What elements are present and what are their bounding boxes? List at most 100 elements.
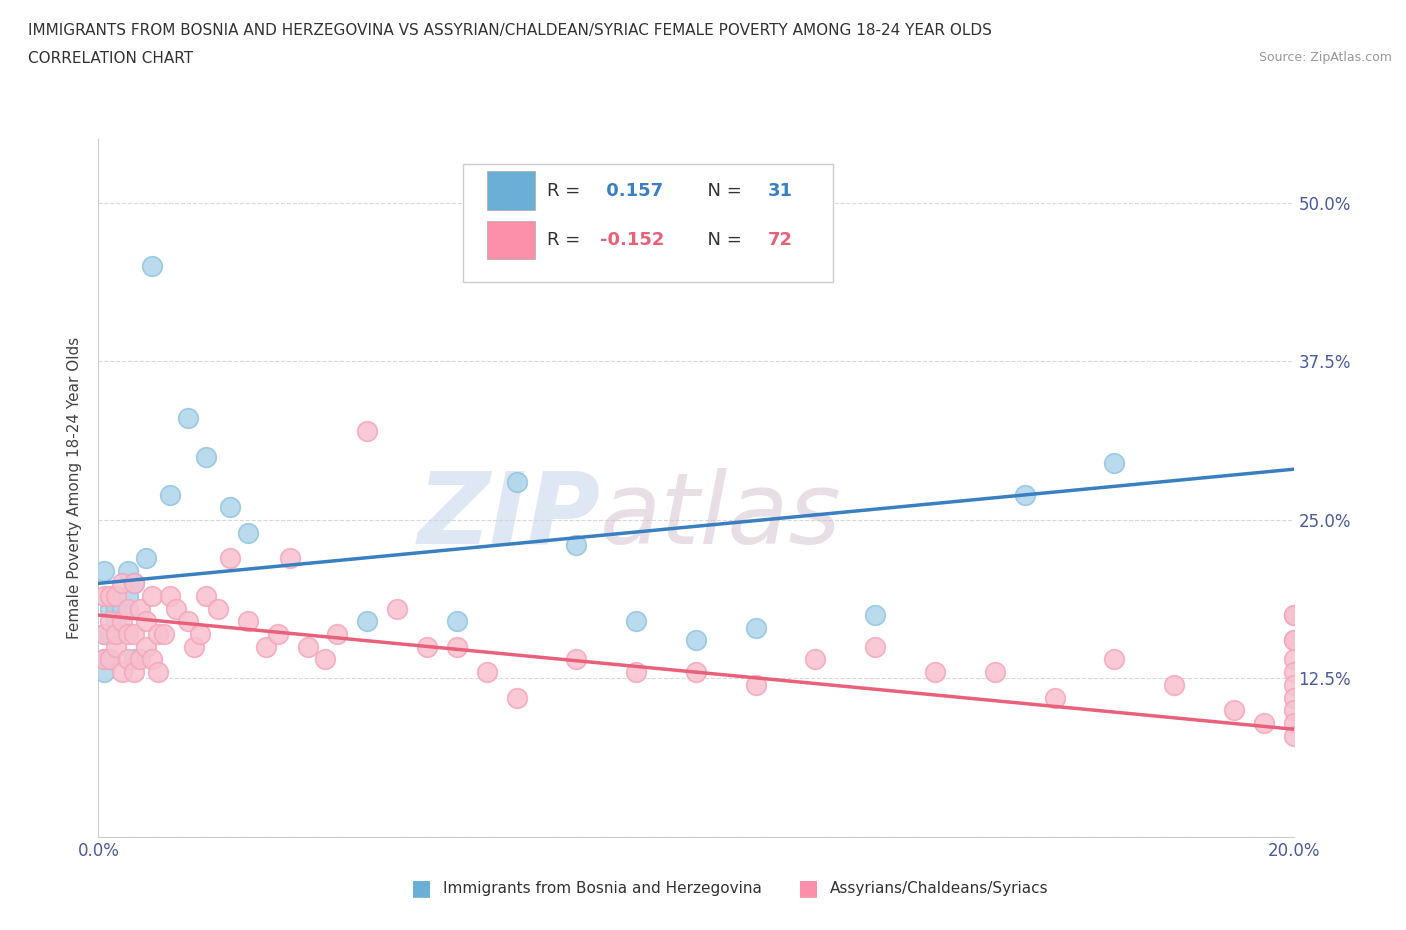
Point [207,602,229,617]
Point [254,639,277,654]
Point [1104,652,1126,667]
Point [326,627,349,642]
Text: CORRELATION CHART: CORRELATION CHART [28,51,193,66]
Point [165,602,187,617]
Point [93,652,115,667]
Point [100,652,122,667]
Point [93,652,115,667]
Point [1282,633,1305,648]
Point [105,614,128,629]
Point [446,614,468,629]
Text: ■: ■ [799,878,818,898]
Point [1282,715,1305,730]
Point [105,639,128,654]
Point [177,411,200,426]
Point [148,627,170,642]
Point [278,551,301,565]
Point [141,259,163,273]
Point [105,589,128,604]
Point [626,665,648,680]
Point [93,589,115,604]
Point [1282,690,1305,705]
Point [1253,715,1275,730]
Point [506,474,529,489]
Point [135,551,157,565]
Point [141,589,163,604]
Text: 31: 31 [768,181,793,200]
Text: Assyrians/Chaldeans/Syriacs: Assyrians/Chaldeans/Syriacs [830,881,1047,896]
Point [475,665,498,680]
Point [117,627,139,642]
Point [446,639,468,654]
Point [236,525,259,540]
Point [236,614,259,629]
Point [1043,690,1066,705]
Point [1282,665,1305,680]
Point [159,487,181,502]
Point [356,424,378,439]
Point [506,690,529,705]
Point [1282,652,1305,667]
Point [124,576,146,591]
Point [124,576,146,591]
Text: N =: N = [696,181,748,200]
Text: -0.152: -0.152 [600,231,665,248]
Point [124,665,146,680]
Point [117,602,139,617]
Point [148,665,170,680]
Point [385,602,409,617]
Point [1014,487,1036,502]
Text: IMMIGRANTS FROM BOSNIA AND HERZEGOVINA VS ASSYRIAN/CHALDEAN/SYRIAC FEMALE POVERT: IMMIGRANTS FROM BOSNIA AND HERZEGOVINA V… [28,23,993,38]
Point [804,652,827,667]
Point [865,639,887,654]
Text: 0.157: 0.157 [600,181,664,200]
Point [1223,703,1246,718]
Point [141,652,163,667]
Point [135,639,157,654]
Point [565,538,588,552]
Point [924,665,946,680]
Text: Immigrants from Bosnia and Herzegovina: Immigrants from Bosnia and Herzegovina [443,881,762,896]
Text: ZIP: ZIP [418,468,600,565]
Point [219,499,242,514]
Point [1282,677,1305,692]
FancyBboxPatch shape [463,164,834,283]
Point [100,627,122,642]
Text: ■: ■ [412,878,432,898]
Point [129,602,152,617]
Point [984,665,1007,680]
Point [129,652,152,667]
Point [105,627,128,642]
Point [93,665,115,680]
Point [100,614,122,629]
Point [135,614,157,629]
Bar [486,171,534,210]
Text: R =: R = [547,231,585,248]
Point [183,639,205,654]
Point [93,627,115,642]
Text: atlas: atlas [600,468,842,565]
Point [297,639,319,654]
Point [105,602,128,617]
Point [93,627,115,642]
Point [267,627,290,642]
Point [100,602,122,617]
Point [1282,633,1305,648]
Point [177,614,200,629]
Point [356,614,378,629]
Point [416,639,439,654]
Point [117,652,139,667]
Point [100,652,122,667]
Point [117,564,139,578]
Point [124,652,146,667]
Point [685,665,707,680]
Point [1104,456,1126,471]
Point [745,677,768,692]
Point [93,564,115,578]
Point [1282,728,1305,743]
Point [153,627,176,642]
Point [685,633,707,648]
Point [159,589,181,604]
Point [111,665,134,680]
Point [100,589,122,604]
